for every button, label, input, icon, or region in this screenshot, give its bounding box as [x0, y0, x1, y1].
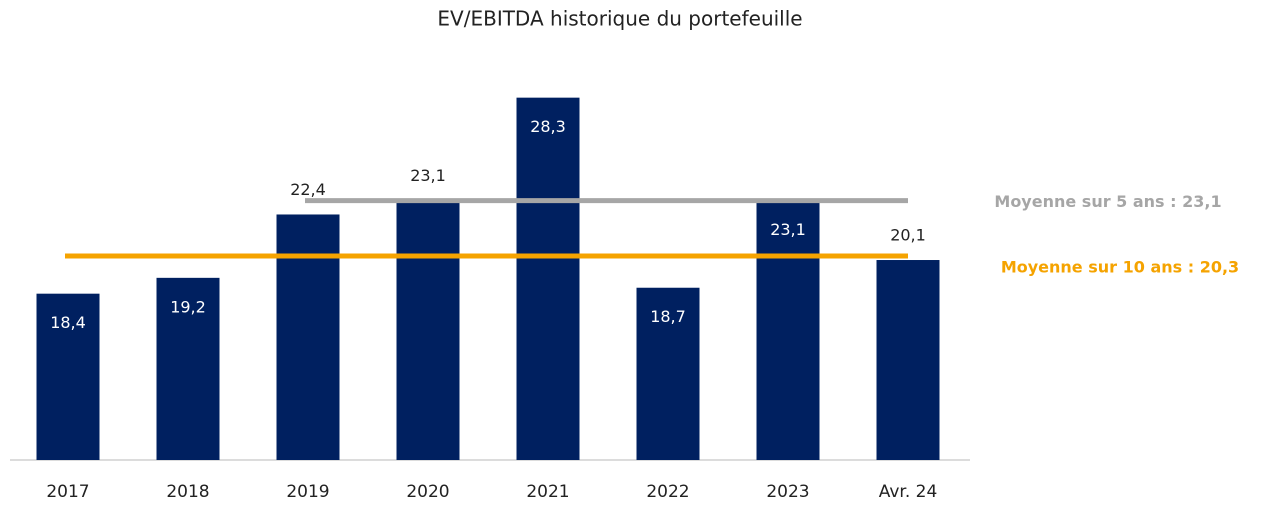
data-label: 20,1 — [890, 226, 926, 245]
bar — [756, 200, 820, 460]
data-label: 23,1 — [410, 166, 446, 185]
data-label: 28,3 — [530, 117, 566, 136]
bar — [36, 293, 100, 460]
bar — [876, 260, 940, 460]
data-label: 18,4 — [50, 313, 86, 332]
bar — [396, 200, 460, 460]
data-label: 18,7 — [650, 307, 686, 326]
x-tick-label: 2021 — [526, 482, 569, 502]
bar — [276, 214, 340, 460]
reference-label: Moyenne sur 10 ans : 20,3 — [1001, 258, 1239, 277]
x-tick-label: 2022 — [646, 482, 689, 502]
data-label: 22,4 — [290, 180, 326, 199]
x-tick-label: Avr. 24 — [879, 482, 938, 502]
x-tick-label: 2020 — [406, 482, 449, 502]
x-tick-label: 2017 — [46, 482, 89, 502]
data-label: 19,2 — [170, 297, 206, 316]
bar — [636, 287, 700, 460]
chart-title: EV/EBITDA historique du portefeuille — [437, 7, 802, 31]
x-tick-label: 2018 — [166, 482, 209, 502]
data-label: 23,1 — [770, 220, 806, 239]
bar — [516, 97, 580, 460]
x-tick-label: 2023 — [766, 482, 809, 502]
reference-label: Moyenne sur 5 ans : 23,1 — [994, 192, 1221, 211]
bar — [156, 277, 220, 460]
x-tick-label: 2019 — [286, 482, 329, 502]
